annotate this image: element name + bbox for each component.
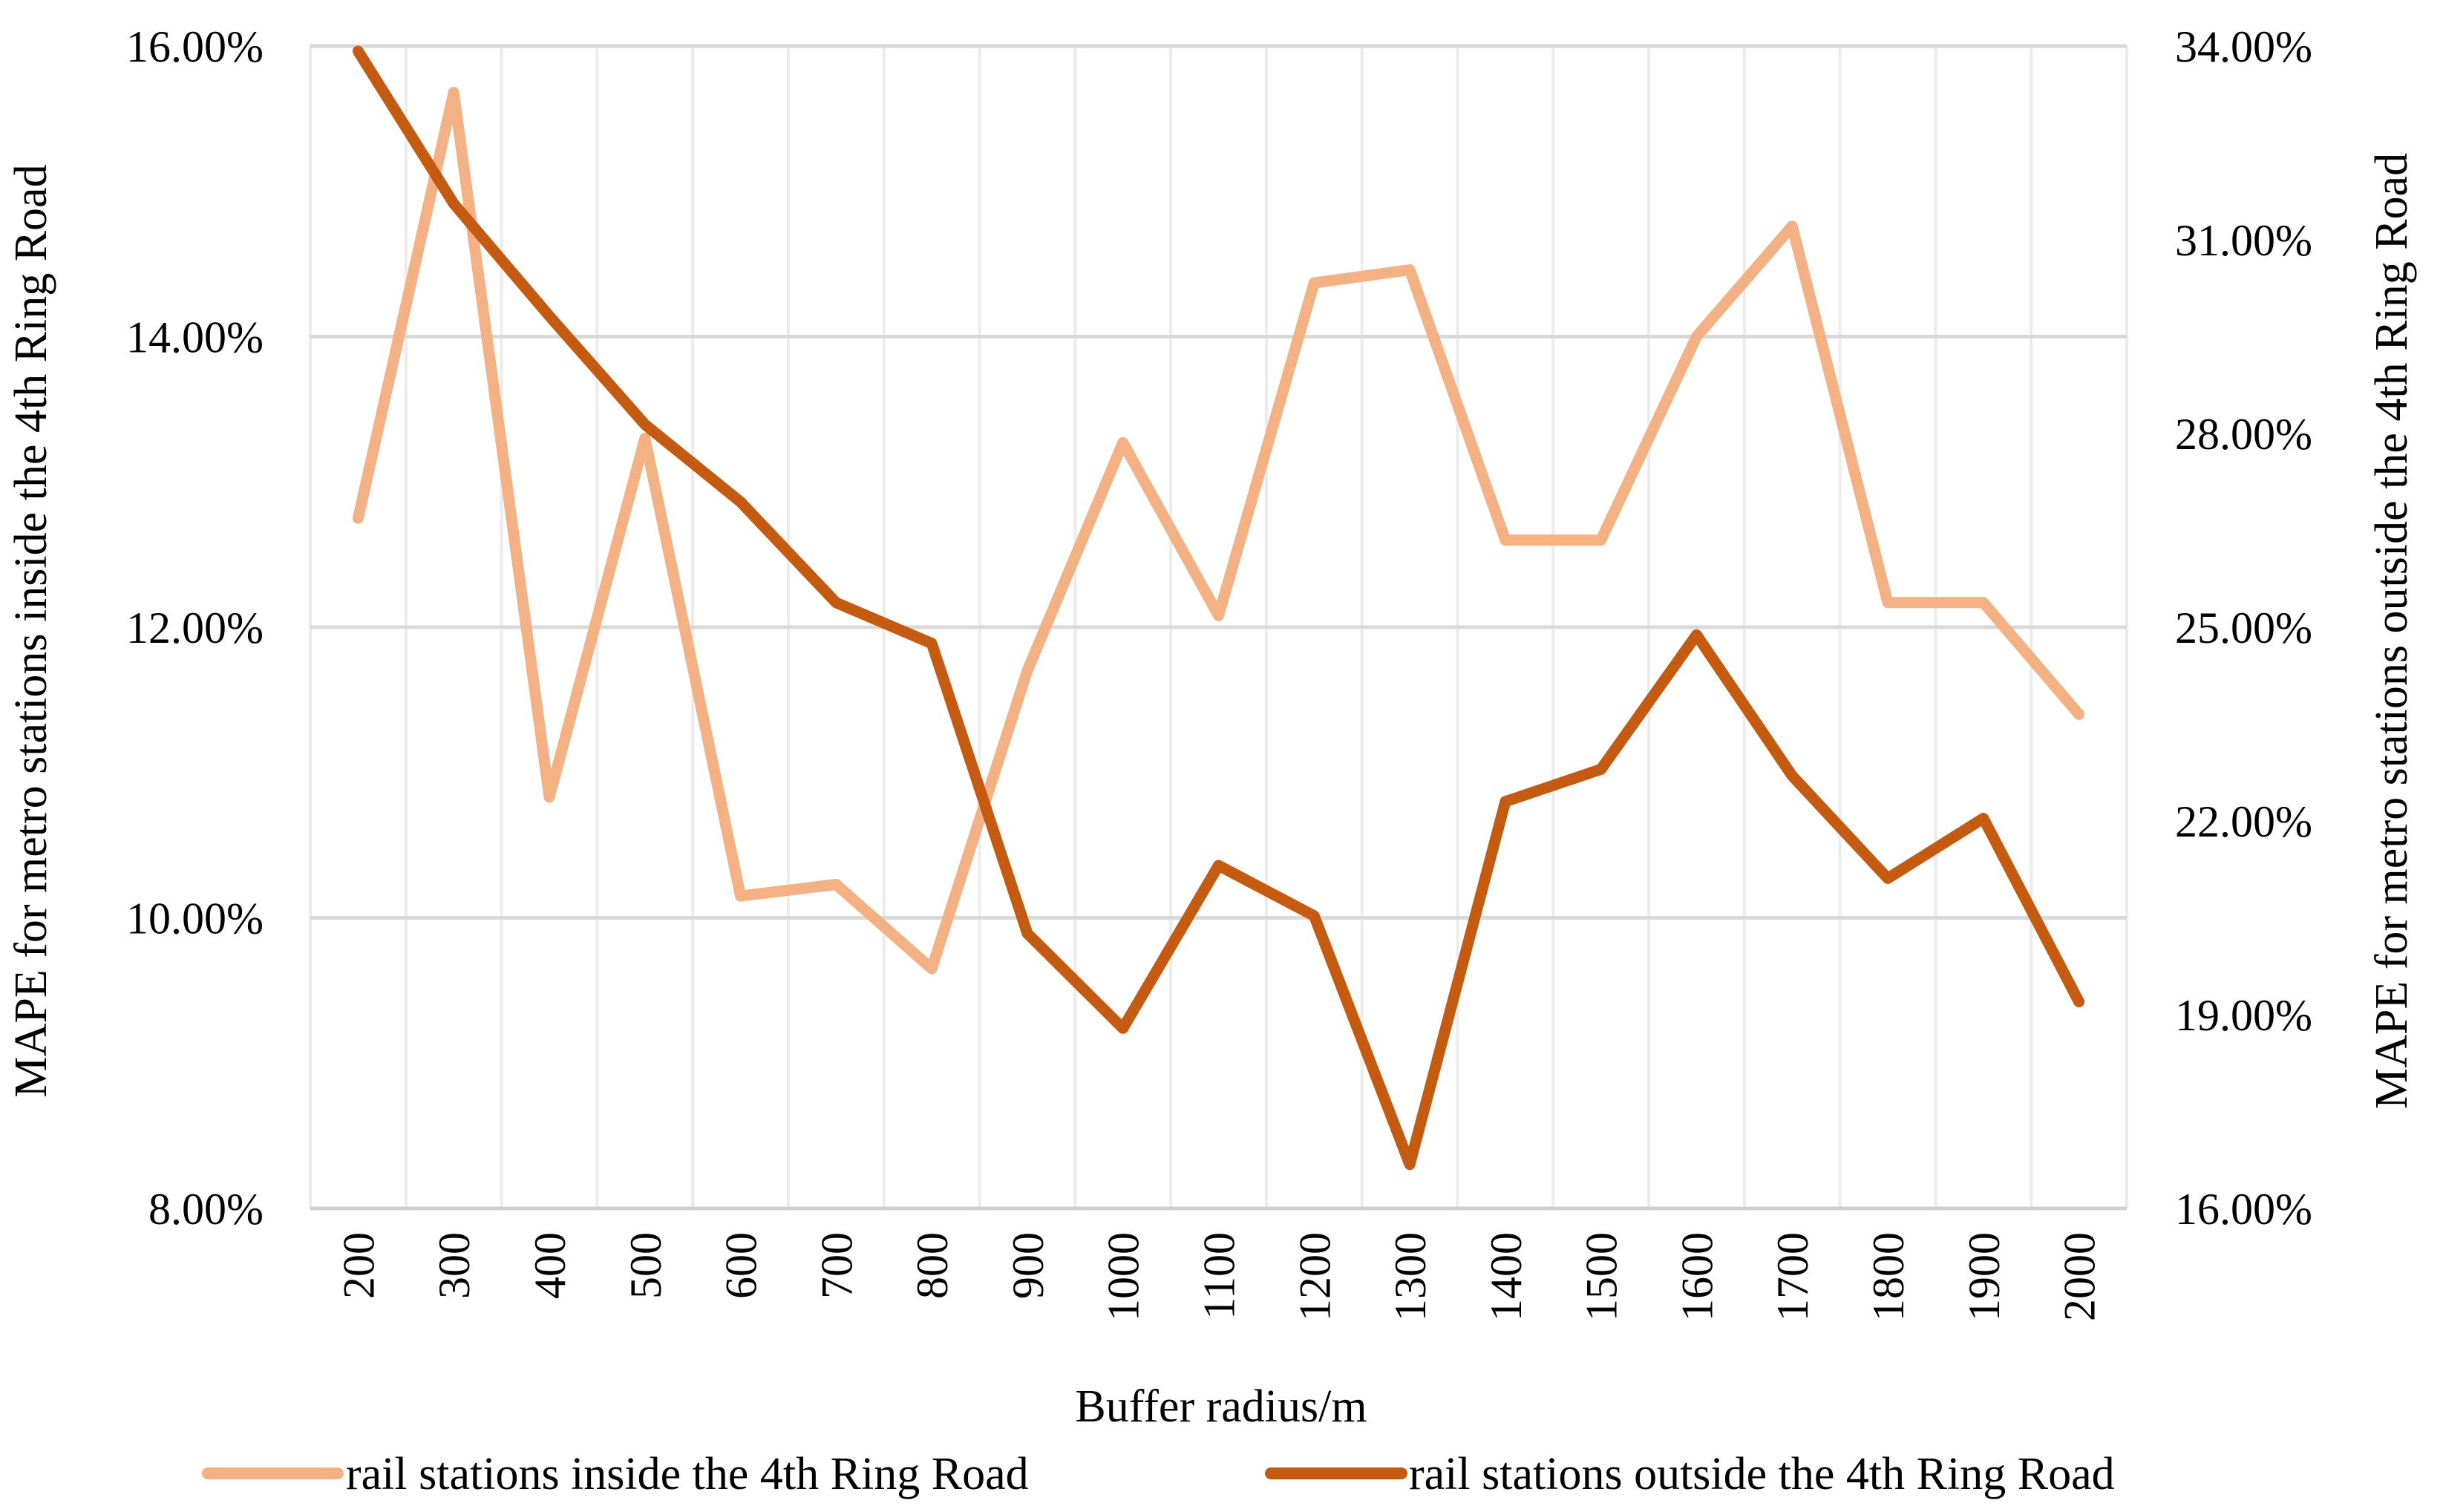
x-tick-label: 1700 — [1768, 1232, 1817, 1321]
x-tick-label: 400 — [526, 1232, 575, 1299]
x-tick-label: 300 — [430, 1232, 479, 1299]
y-right-tick-label: 19.00% — [2175, 991, 2312, 1040]
y-left-tick-label: 10.00% — [126, 894, 264, 943]
y-right-tick-label: 16.00% — [2175, 1185, 2312, 1234]
series-lines — [352, 45, 2085, 1171]
x-tick-label: 800 — [908, 1232, 957, 1299]
x-tick-label: 1800 — [1864, 1232, 1913, 1321]
x-tick-label: 600 — [717, 1232, 766, 1299]
x-tick-label: 900 — [1004, 1232, 1053, 1299]
x-tick-label: 700 — [812, 1232, 861, 1299]
y-right-tick-label: 31.00% — [2175, 216, 2312, 265]
x-tick-label: 1200 — [1290, 1232, 1339, 1321]
y-right-tick-label: 25.00% — [2175, 603, 2312, 652]
legend: rail stations inside the 4th Ring Road r… — [202, 1449, 2115, 1499]
series-line-outside — [352, 45, 2085, 1171]
y-left-tick-label: 16.00% — [126, 22, 264, 71]
tick-labels: 8.00% 10.00% 12.00% 14.00% 16.00% 16.00% 19.00… — [126, 22, 2312, 1321]
legend-label-inside: rail stations inside the 4th Ring Road — [346, 1449, 1029, 1499]
grid — [309, 44, 2128, 1211]
x-tick-label: 1300 — [1386, 1232, 1435, 1321]
x-tick-label: 1500 — [1577, 1232, 1626, 1321]
y-left-tick-label: 14.00% — [126, 313, 264, 362]
legend-item-outside: rail stations outside the 4th Ring Road — [1265, 1449, 2115, 1499]
x-tick-label: 200 — [334, 1232, 383, 1299]
y-right-tick-label: 34.00% — [2175, 22, 2312, 71]
legend-item-inside: rail stations inside the 4th Ring Road — [202, 1449, 1029, 1499]
y-axis-right-label: MAPE for metro stations outside the 4th … — [2367, 153, 2417, 1109]
x-tick-label: 1100 — [1195, 1232, 1244, 1320]
y-right-tick-label: 22.00% — [2175, 797, 2312, 846]
y-left-tick-label: 12.00% — [126, 603, 264, 652]
series-line-inside — [352, 87, 2085, 975]
x-axis-label: Buffer radius/m — [1075, 1381, 1367, 1432]
y-left-tick-label: 8.00% — [148, 1185, 264, 1234]
y-right-tick-label: 28.00% — [2175, 410, 2312, 459]
x-tick-label: 1400 — [1482, 1232, 1531, 1321]
x-tick-label: 500 — [621, 1232, 670, 1299]
x-tick-label: 1000 — [1099, 1232, 1148, 1321]
legend-label-outside: rail stations outside the 4th Ring Road — [1409, 1449, 2115, 1499]
x-tick-label: 1900 — [1960, 1232, 2009, 1321]
x-tick-label: 1600 — [1672, 1232, 1721, 1321]
x-tick-label: 2000 — [2056, 1232, 2104, 1321]
y-axis-left-label: MAPE for metro stations inside the 4th R… — [6, 164, 56, 1097]
